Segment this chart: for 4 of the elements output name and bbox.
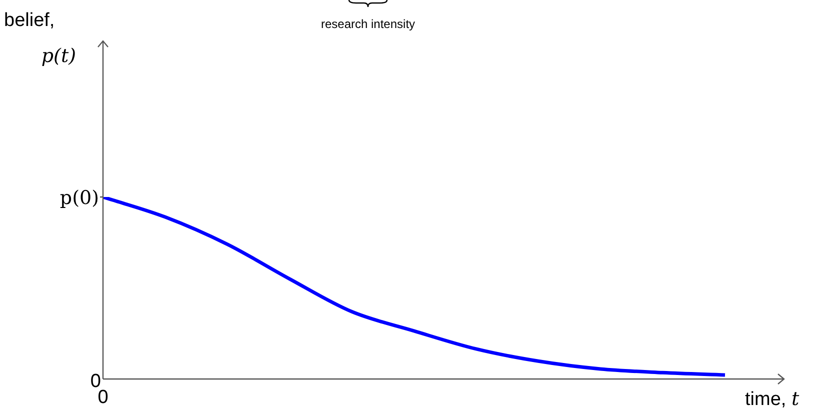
text: belief, p(t) xyxy=(4,10,76,67)
text: p(0) xyxy=(60,186,99,209)
x-axis-title: time, t xyxy=(745,388,800,410)
text: research intensity xyxy=(320,17,416,31)
